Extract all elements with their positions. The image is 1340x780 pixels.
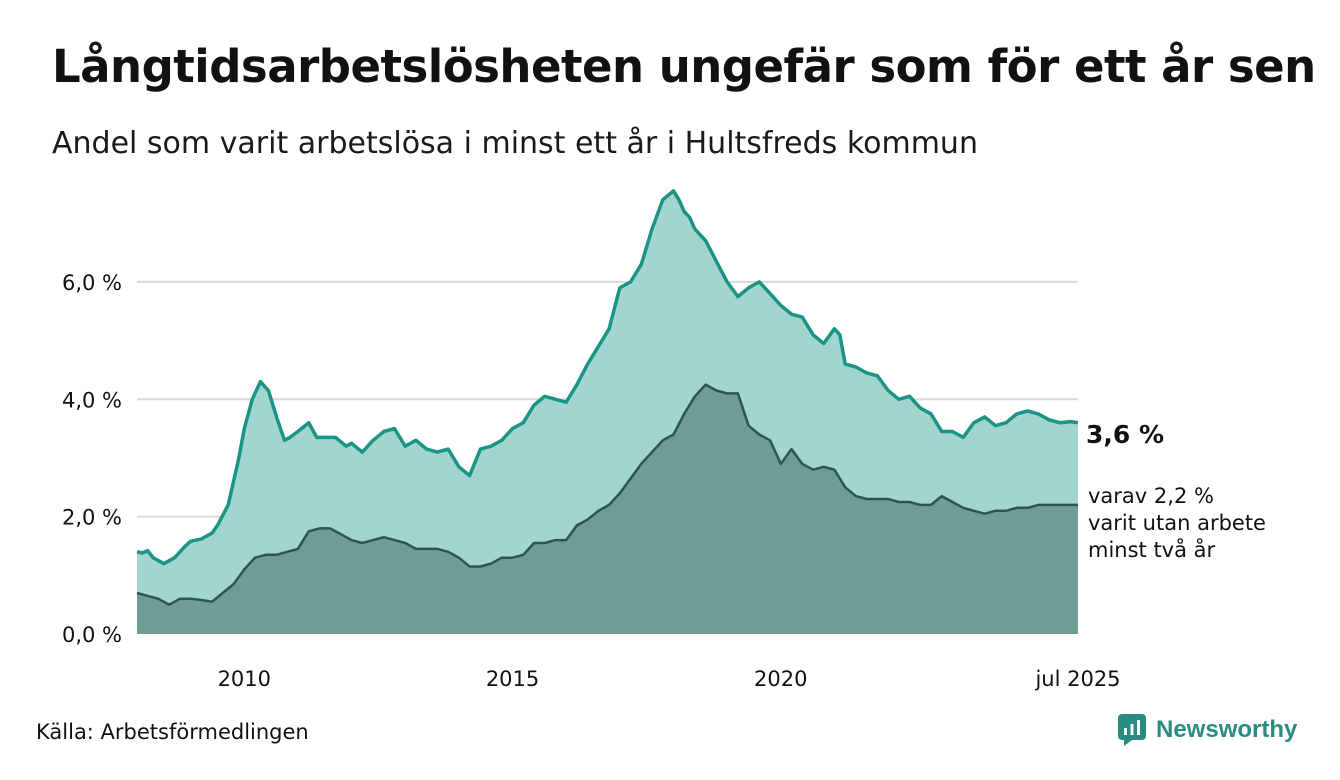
source-note: Källa: Arbetsförmedlingen [36, 720, 309, 744]
x-axis-ticks: 2010 2015 2020 jul 2025 [218, 667, 1121, 691]
sub-area-fill [137, 384, 1078, 634]
total-value-label: 3,6 % [1086, 420, 1164, 449]
chart-subtitle: Andel som varit arbetslösa i minst ett å… [52, 126, 978, 161]
newsworthy-logo-icon [1118, 714, 1146, 746]
y-tick-label: 6,0 % [62, 271, 122, 295]
chart-title: Långtidsarbetslösheten ungefär som för e… [52, 40, 1316, 93]
y-tick-label: 2,0 % [62, 506, 122, 530]
x-tick-label: 2015 [486, 667, 539, 691]
sub-annotation-line-3: minst två år [1088, 537, 1216, 562]
x-tick-label: jul 2025 [1034, 667, 1120, 691]
sub-annotation-line-2: varit utan arbete [1088, 511, 1266, 535]
y-axis-ticks: 0,0 % 2,0 % 4,0 % 6,0 % [62, 271, 122, 647]
newsworthy-logo: Newsworthy [1118, 714, 1297, 746]
sub-series-line [136, 383, 1078, 606]
total-series-line [136, 189, 1079, 566]
y-tick-label: 4,0 % [62, 388, 122, 412]
newsworthy-logo-text: Newsworthy [1156, 716, 1298, 743]
chart-area: 0,0 % 2,0 % 4,0 % 6,0 % 2010 2015 2020 jul 202… [62, 189, 1266, 691]
sub-annotation: varav 2,2 % varit utan arbete minst två … [1088, 484, 1266, 562]
x-tick-label: 2010 [218, 667, 271, 691]
sub-annotation-line-1: varav 2,2 % [1088, 484, 1214, 508]
x-tick-label: 2020 [754, 667, 807, 691]
y-tick-label: 0,0 % [62, 623, 122, 647]
